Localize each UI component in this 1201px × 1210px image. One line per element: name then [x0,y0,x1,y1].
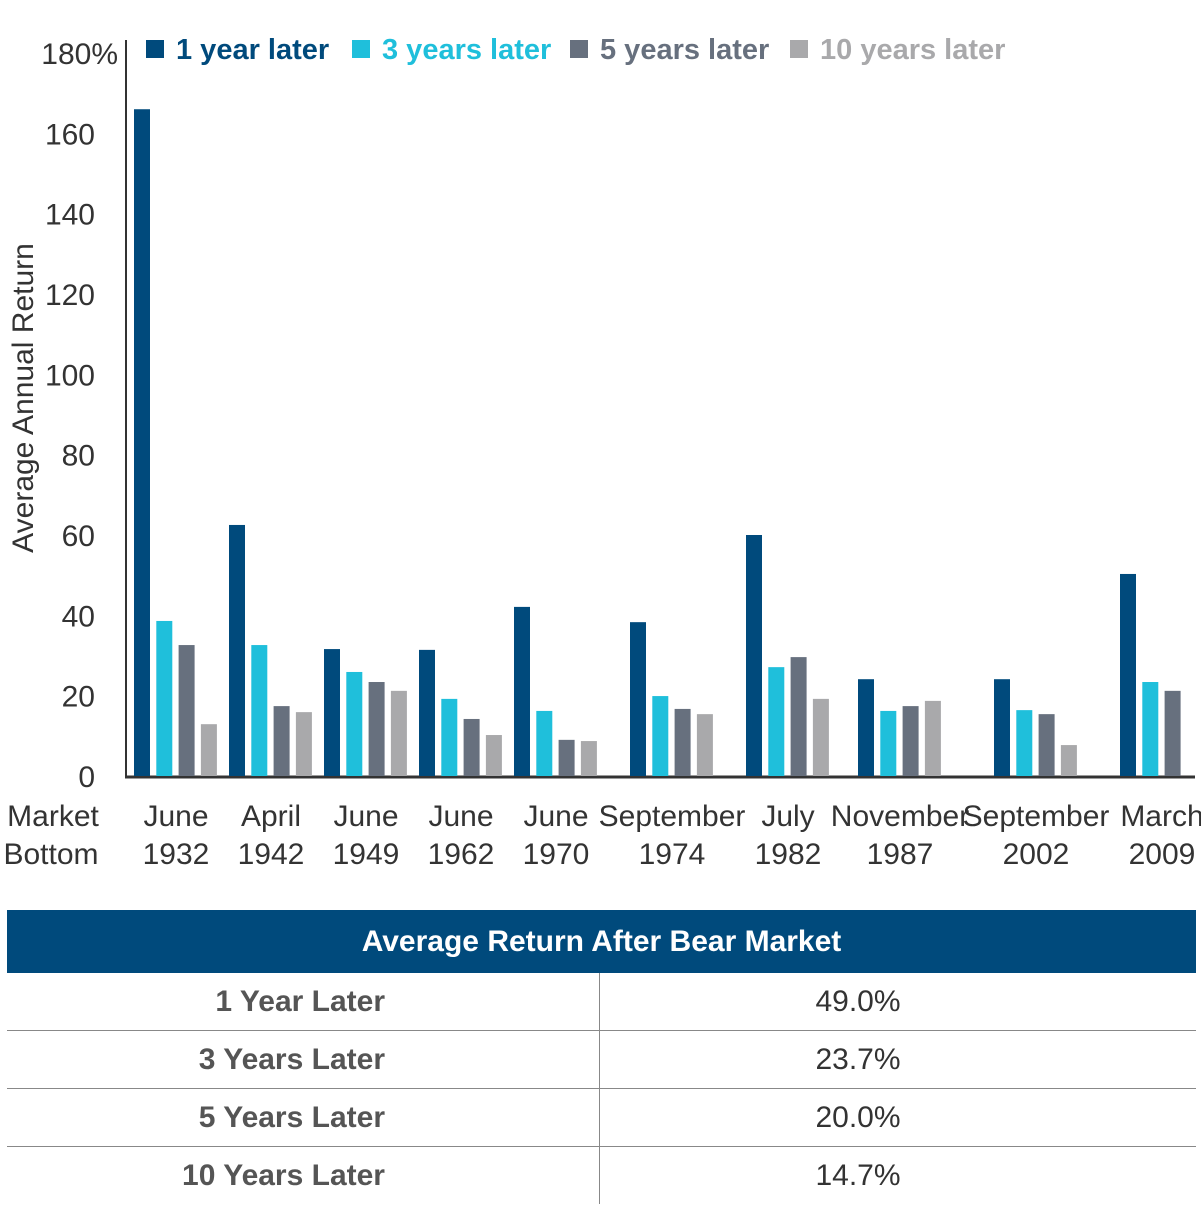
bar [902,706,919,776]
average-return-table: Average Return After Bear Market 1 Year … [7,910,1196,1204]
x-tick-label: 1942 [238,838,305,871]
table-row: 1 Year Later 49.0% [7,973,1196,1031]
bar [514,606,530,776]
y-tick-label: 100 [45,359,95,392]
row-label: 3 Years Later [7,1031,600,1088]
legend-swatch [352,40,370,58]
x-tick-label: September [963,800,1110,833]
bar [674,708,691,776]
bar [485,735,502,776]
bar [390,690,407,776]
bar [790,657,807,776]
bar [1142,682,1159,776]
bar [368,682,385,776]
x-axis-label-line2: Bottom [3,838,98,871]
bar [768,667,785,776]
y-tick-label: 0 [78,761,95,794]
table-row: 5 Years Later 20.0% [7,1089,1196,1147]
x-tick-label: June [143,800,208,833]
x-axis-label-line1: Market [7,800,99,833]
y-tick-label: 140 [45,199,95,232]
bar [1164,690,1181,776]
x-tick-label: 1962 [428,838,495,871]
row-label: 1 Year Later [7,973,600,1030]
legend-label: 1 year later [176,34,329,66]
row-value: 23.7% [815,1043,901,1076]
row-value: 14.7% [815,1159,901,1192]
bar [994,679,1010,776]
bar [652,696,669,776]
x-tick-label: 2009 [1129,838,1196,871]
table-row: 3 Years Later 23.7% [7,1031,1196,1089]
bar [324,649,340,776]
row-label: 10 Years Later [7,1147,600,1204]
bar [1060,745,1077,776]
bar [419,649,435,776]
y-tick-label: 40 [62,600,95,633]
bar [858,679,874,776]
table-header: Average Return After Bear Market [7,910,1196,973]
bar [696,714,713,776]
table-row: 10 Years Later 14.7% [7,1147,1196,1204]
legend-label: 3 years later [382,34,551,66]
legend-label: 5 years later [600,34,769,66]
bar [880,710,897,776]
x-tick-label: 1970 [523,838,590,871]
x-tick-label: 1949 [333,838,400,871]
y-tick-label: 120 [45,279,95,312]
x-tick-label: March [1120,800,1201,833]
x-tick-label: 1987 [867,838,934,871]
row-value: 49.0% [815,985,901,1018]
bar [273,706,290,776]
bar [630,622,646,776]
row-label: 5 Years Later [7,1089,600,1146]
x-tick-label: June [428,800,493,833]
x-tick-label: September [599,800,746,833]
x-tick-label: 1932 [143,838,210,871]
bar [463,718,480,776]
bar [1038,714,1055,776]
y-tick-label: 20 [62,681,95,714]
bar [441,698,458,776]
bar [580,741,597,776]
bar-chart: 0 20 40 60 80 100 120 140 160 180% Average Annual … [3,34,1201,871]
x-tick-label: 1974 [639,838,706,871]
bar [200,724,217,776]
bar [346,671,363,776]
bar [178,645,195,776]
bar [924,700,941,776]
x-tick-label: November [831,800,969,833]
bar [229,524,245,776]
bar [1016,710,1033,776]
legend-label: 10 years later [820,34,1005,66]
bar [251,645,268,776]
x-tick-label: June [523,800,588,833]
bar [536,710,553,776]
x-tick-label: 1982 [755,838,822,871]
bar [134,109,150,776]
bar [558,739,575,776]
x-tick-label: June [333,800,398,833]
y-tick-label: 60 [62,520,95,553]
x-tick-label: April [241,800,301,833]
bar [812,698,829,776]
x-tick-label: July [761,800,814,833]
bar [295,712,312,776]
y-tick-label: 160 [45,118,95,151]
legend-swatch [570,40,588,58]
y-tick-label: 80 [62,440,95,473]
legend-swatch [790,40,808,58]
bar [156,620,173,776]
y-axis-label: Average Annual Return [7,243,40,553]
x-tick-label: 2002 [1003,838,1070,871]
bar [746,535,762,776]
row-value: 20.0% [815,1101,901,1134]
y-tick-label: 180% [41,38,118,71]
bar [1120,573,1136,776]
legend-swatch [146,40,164,58]
